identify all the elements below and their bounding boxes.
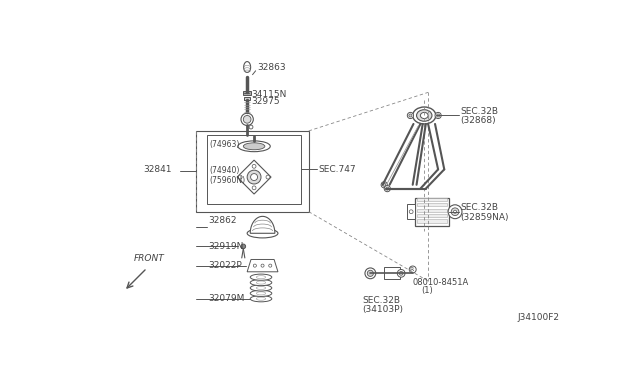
- Polygon shape: [237, 160, 271, 194]
- Ellipse shape: [397, 269, 405, 277]
- Bar: [207, 135, 301, 204]
- Ellipse shape: [407, 112, 413, 119]
- Text: (75960N): (75960N): [209, 176, 246, 185]
- Ellipse shape: [257, 297, 266, 300]
- Text: J34100F2: J34100F2: [517, 313, 559, 322]
- Ellipse shape: [435, 112, 441, 119]
- Ellipse shape: [409, 210, 413, 214]
- Ellipse shape: [436, 114, 440, 117]
- Ellipse shape: [448, 205, 462, 219]
- Text: 32919N: 32919N: [209, 242, 244, 251]
- Text: 34115N: 34115N: [251, 90, 286, 99]
- Ellipse shape: [417, 110, 432, 121]
- Ellipse shape: [250, 290, 272, 296]
- Ellipse shape: [257, 276, 266, 279]
- Ellipse shape: [247, 170, 261, 184]
- Ellipse shape: [365, 268, 376, 279]
- Text: SEC.32B: SEC.32B: [460, 203, 499, 212]
- Ellipse shape: [243, 143, 265, 150]
- Bar: [417, 198, 447, 201]
- Text: (34103P): (34103P): [363, 305, 404, 314]
- Text: SEC.32B: SEC.32B: [460, 107, 499, 116]
- Bar: [417, 219, 447, 222]
- Text: FRONT: FRONT: [134, 254, 164, 263]
- Ellipse shape: [261, 264, 264, 267]
- Ellipse shape: [252, 186, 256, 190]
- Bar: [415, 198, 449, 225]
- Bar: [243, 91, 251, 95]
- Text: 08010-8451A: 08010-8451A: [413, 278, 469, 287]
- Ellipse shape: [367, 270, 373, 276]
- Text: SEC.32B: SEC.32B: [363, 296, 401, 305]
- Bar: [407, 204, 415, 219]
- Ellipse shape: [413, 107, 436, 124]
- Polygon shape: [247, 260, 278, 272]
- Text: (32859NA): (32859NA): [460, 213, 509, 222]
- Ellipse shape: [257, 281, 266, 284]
- Ellipse shape: [250, 296, 272, 302]
- Bar: [196, 131, 308, 212]
- Ellipse shape: [241, 244, 246, 249]
- Ellipse shape: [250, 279, 272, 286]
- Polygon shape: [244, 62, 251, 73]
- Ellipse shape: [266, 175, 270, 179]
- Text: 32841: 32841: [143, 165, 172, 174]
- Ellipse shape: [238, 141, 270, 152]
- Ellipse shape: [250, 274, 272, 280]
- Text: 32863: 32863: [257, 63, 286, 72]
- Ellipse shape: [454, 210, 456, 213]
- Text: SEC.747: SEC.747: [319, 165, 356, 174]
- Text: (74963): (74963): [209, 140, 240, 149]
- Ellipse shape: [420, 112, 428, 119]
- Bar: [417, 203, 447, 206]
- Ellipse shape: [252, 164, 256, 168]
- Text: 32862: 32862: [209, 217, 237, 225]
- Ellipse shape: [409, 266, 416, 273]
- Ellipse shape: [250, 285, 272, 291]
- Ellipse shape: [409, 114, 412, 117]
- Ellipse shape: [257, 292, 266, 295]
- Ellipse shape: [249, 125, 253, 129]
- Polygon shape: [250, 217, 275, 233]
- Ellipse shape: [241, 113, 253, 125]
- Text: 32022P: 32022P: [209, 261, 243, 270]
- Ellipse shape: [251, 174, 257, 180]
- Text: 32079M: 32079M: [209, 294, 245, 303]
- Bar: [384, 267, 399, 279]
- Ellipse shape: [243, 115, 251, 123]
- Ellipse shape: [386, 187, 389, 190]
- Text: (32868): (32868): [460, 116, 496, 125]
- Text: (1): (1): [421, 286, 433, 295]
- Ellipse shape: [247, 229, 278, 238]
- Bar: [417, 209, 447, 212]
- Ellipse shape: [383, 183, 386, 186]
- Bar: [417, 214, 447, 217]
- Ellipse shape: [257, 286, 266, 289]
- Text: 32975: 32975: [251, 97, 280, 106]
- Ellipse shape: [451, 208, 459, 216]
- Ellipse shape: [238, 175, 242, 179]
- Ellipse shape: [253, 264, 257, 267]
- Text: R: R: [409, 267, 413, 272]
- Text: (74940): (74940): [209, 166, 240, 176]
- Ellipse shape: [384, 186, 390, 192]
- Ellipse shape: [381, 182, 387, 188]
- Ellipse shape: [269, 264, 272, 267]
- Ellipse shape: [399, 272, 403, 275]
- Bar: [244, 97, 250, 100]
